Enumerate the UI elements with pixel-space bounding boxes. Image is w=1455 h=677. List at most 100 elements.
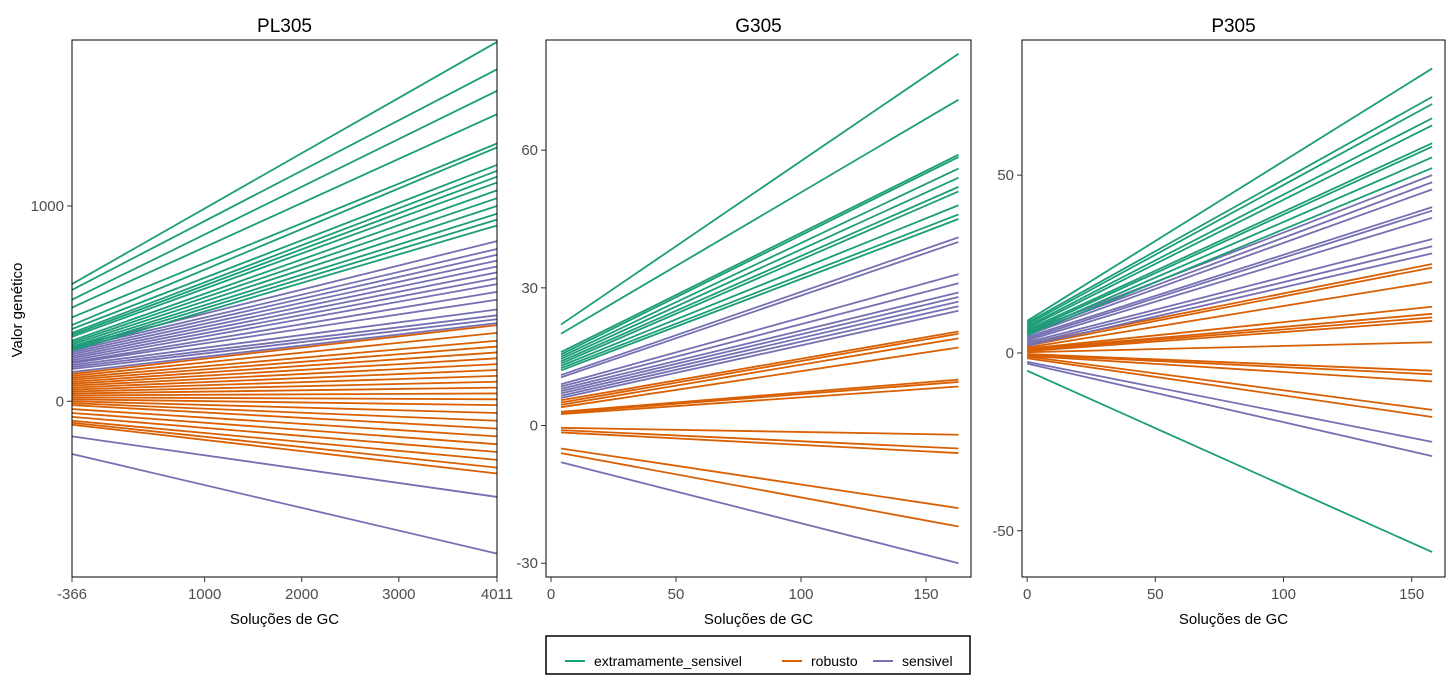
series-line-robusto-24	[1027, 305, 1433, 350]
x-axis-label: Soluções de GC	[230, 611, 339, 628]
series-line-extramamente_sensivel-0	[560, 53, 960, 326]
series-line-robusto-43	[71, 392, 498, 397]
x-tick-label: 150	[913, 586, 938, 603]
series-line-sensivel-14	[1026, 209, 1433, 340]
series-line-sensivel-24	[71, 291, 498, 364]
series-line-extramamente_sensivel-5	[71, 146, 498, 326]
series-line-robusto-29	[1027, 353, 1433, 372]
series-line-robusto-22	[560, 332, 959, 404]
series-line-extramamente_sensivel-8	[71, 175, 498, 336]
legend-item-robusto: robusto	[782, 653, 858, 669]
series-line-sensivel-17	[71, 248, 498, 350]
series-line-sensivel-21	[71, 271, 498, 358]
series-line-extramamente_sensivel-2	[560, 153, 959, 353]
series-line-sensivel-19	[71, 259, 498, 354]
series-line-robusto-37	[71, 357, 498, 385]
series-line-robusto-42	[71, 386, 498, 395]
panel-frame	[71, 39, 498, 578]
y-tick-label: 30	[521, 280, 538, 297]
series-line-sensivel-15	[560, 291, 959, 390]
y-tick-label: -30	[516, 555, 538, 572]
series-line-sensivel-18	[1026, 252, 1433, 347]
y-tick-label: 60	[521, 142, 538, 159]
series-line-robusto-40	[71, 374, 498, 391]
series-line-extramamente_sensivel-13	[71, 212, 498, 348]
series-line-robusto-32	[560, 452, 959, 528]
panel-frame	[1021, 39, 1446, 578]
series-line-extramamente_sensivel-12	[71, 205, 498, 346]
series-line-robusto-33	[1027, 357, 1433, 418]
series-line-sensivel-18	[560, 305, 959, 397]
series-line-sensivel-28	[71, 318, 498, 370]
legend-box	[545, 635, 971, 675]
series-line-sensivel-20	[71, 265, 498, 356]
series-line-robusto-44	[71, 396, 498, 401]
series-line-robusto-48	[71, 404, 498, 430]
series-line-robusto-25	[560, 378, 959, 413]
series-line-robusto-51	[71, 415, 498, 453]
series-line-robusto-25	[1027, 312, 1433, 351]
x-tick-label: 2000	[285, 586, 318, 603]
series-line-robusto-23	[560, 337, 959, 406]
series-line-extramamente_sensivel-0	[1026, 67, 1433, 322]
series-line-sensivel-23	[71, 283, 498, 362]
series-line-extramamente_sensivel-4	[560, 167, 959, 358]
series-line-robusto-54	[71, 423, 498, 475]
series-line-sensivel-14	[560, 282, 959, 388]
series-line-extramamente_sensivel-9	[1026, 369, 1433, 553]
legend-item-sensivel: sensivel	[873, 653, 953, 669]
series-line-robusto-24	[560, 346, 959, 409]
series-line-extramamente_sensivel-2	[1026, 103, 1433, 326]
series-line-extramamente_sensivel-3	[71, 113, 498, 309]
series-line-sensivel-20	[560, 461, 959, 565]
series-line-extramamente_sensivel-0	[71, 41, 498, 285]
panel-0: PL305 Soluções de GC -366 1000 2000 3000 4011 0…	[31, 16, 514, 628]
series-line-robusto-36	[71, 351, 498, 383]
legend-label-robusto: robusto	[811, 653, 858, 669]
series-line-robusto-26	[560, 381, 959, 414]
legend-label-sensivel: sensivel	[902, 653, 953, 669]
series-line-sensivel-19	[560, 309, 959, 399]
series-line-extramamente_sensivel-10	[560, 218, 959, 372]
series-line-robusto-30	[1027, 353, 1433, 376]
series-lines	[71, 41, 498, 555]
series-line-extramamente_sensivel-9	[560, 213, 959, 370]
y-tick-label: 0	[1006, 345, 1014, 362]
series-line-robusto-31	[560, 447, 959, 510]
series-line-sensivel-11	[560, 236, 959, 376]
series-line-sensivel-13	[1026, 206, 1433, 338]
x-tick-label: 50	[668, 586, 685, 603]
series-line-robusto-23	[1026, 280, 1433, 349]
series-line-extramamente_sensivel-1	[1026, 96, 1433, 324]
series-line-robusto-46	[71, 400, 498, 414]
y-tick-label: 50	[997, 167, 1014, 184]
series-line-sensivel-30	[71, 435, 498, 498]
series-line-robusto-22	[1026, 266, 1433, 347]
series-line-sensivel-18	[71, 253, 498, 352]
series-line-sensivel-17	[560, 300, 959, 395]
series-line-robusto-27	[560, 385, 959, 415]
series-line-robusto-50	[71, 412, 498, 446]
series-line-extramamente_sensivel-1	[560, 98, 959, 335]
series-line-sensivel-17	[1026, 245, 1433, 345]
series-line-extramamente_sensivel-4	[1026, 124, 1433, 329]
x-tick-label: 1000	[188, 586, 221, 603]
series-line-sensivel-16	[560, 296, 959, 392]
series-line-robusto-28	[560, 426, 959, 436]
series-line-extramamente_sensivel-3	[560, 156, 959, 356]
x-tick-label: 0	[547, 586, 555, 603]
series-line-robusto-34	[71, 339, 498, 379]
series-line-robusto-21	[560, 330, 959, 402]
series-line-extramamente_sensivel-10	[71, 189, 498, 342]
series-line-robusto-28	[1027, 341, 1433, 354]
x-tick-label: -366	[57, 586, 87, 603]
series-line-sensivel-20	[1026, 362, 1433, 457]
y-tick-label: -50	[992, 523, 1014, 540]
series-line-robusto-49	[71, 408, 498, 438]
series-line-robusto-26	[1027, 316, 1433, 352]
series-line-robusto-39	[71, 369, 498, 389]
series-line-extramamente_sensivel-7	[1026, 156, 1433, 335]
series-line-sensivel-27	[71, 314, 498, 368]
series-line-extramamente_sensivel-6	[560, 186, 959, 363]
series-line-robusto-35	[71, 345, 498, 381]
